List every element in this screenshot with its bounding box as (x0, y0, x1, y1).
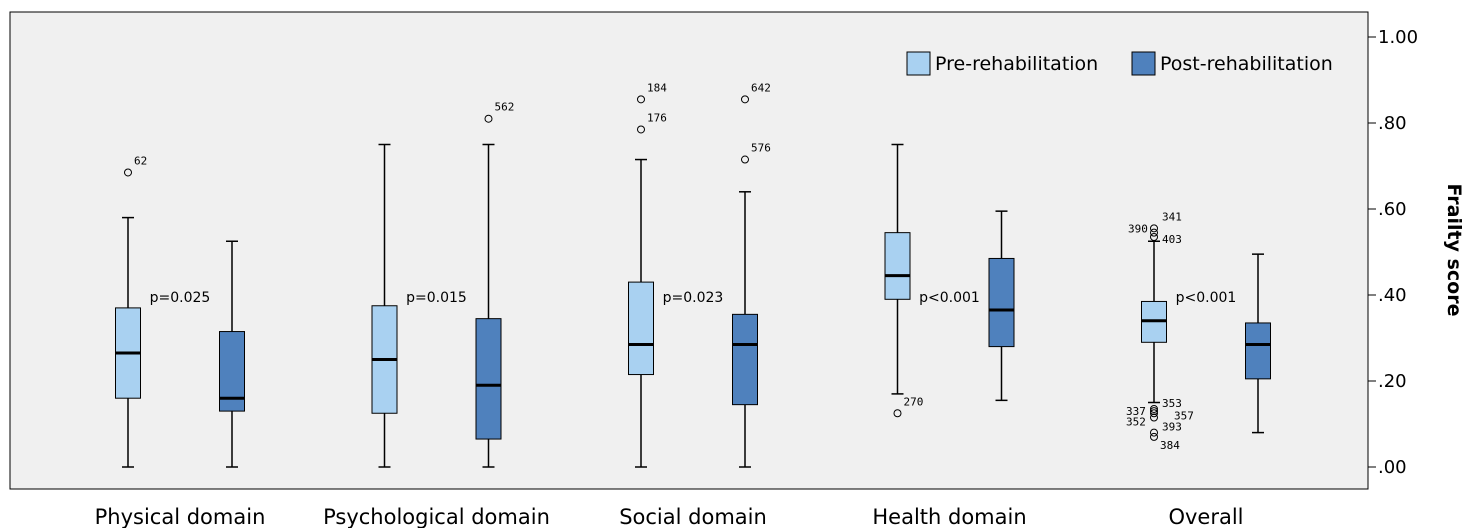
legend-label: Pre-rehabilitation (935, 53, 1098, 75)
outlier-label: 562 (495, 101, 515, 114)
outlier-point (1150, 407, 1158, 416)
outlier-label: 337 (1126, 405, 1146, 418)
outlier-label: 352 (1126, 416, 1146, 429)
y-tick-label: .20 (1378, 371, 1407, 392)
box-post-0 (219, 240, 245, 468)
outlier-point (1150, 224, 1158, 233)
boxes-layer: 62 184 176 270 341 390 403 353 337 357 352 393 384 56… (115, 81, 1271, 468)
outlier-point (1150, 409, 1158, 418)
outlier-label: 384 (1160, 439, 1180, 452)
p-value-annotation: p=0.023 (663, 290, 724, 306)
outlier-point (1150, 428, 1158, 437)
x-category-label: Psychological domain (323, 505, 550, 528)
x-category-label: Social domain (619, 505, 767, 528)
legend: Pre-rehabilitation Post-rehabilitation (906, 51, 1333, 76)
box-iqr (475, 318, 502, 440)
box-pre-0: 62 (115, 154, 147, 468)
outlier-label: 341 (1162, 210, 1182, 223)
box-iqr (988, 257, 1015, 348)
outlier-label: 642 (751, 81, 771, 94)
box-iqr (732, 313, 758, 406)
outlier-point (893, 409, 902, 418)
box-iqr (1245, 322, 1271, 380)
box-pre-1 (371, 143, 398, 468)
outlier-point (637, 95, 645, 104)
outlier-point (741, 95, 749, 104)
outlier-label: 357 (1174, 409, 1194, 422)
outlier-label: 184 (647, 81, 667, 94)
outlier-label: 176 (647, 111, 667, 124)
outlier-label: 403 (1162, 233, 1182, 246)
outlier-label: 393 (1162, 421, 1182, 434)
outlier-point (741, 155, 749, 164)
box-iqr (628, 281, 654, 376)
x-category-label: Physical domain (95, 505, 266, 528)
y-tick-label: .40 (1378, 285, 1407, 306)
outlier-point (1150, 413, 1158, 422)
box-pre-2: 184 176 (628, 81, 667, 468)
x-category-label: Health domain (872, 505, 1026, 528)
outlier-label: 270 (904, 395, 924, 408)
p-value-annotation: p<0.001 (1176, 290, 1237, 306)
box-post-2: 642 576 (732, 81, 771, 468)
y-tick-label: .00 (1378, 457, 1407, 478)
box-post-3 (988, 210, 1015, 402)
p-value-annotation: p<0.001 (919, 290, 980, 306)
outlier-label: 390 (1128, 223, 1148, 236)
y-axis: .00 .20 .40 .60 .80 1.00 (1368, 27, 1418, 478)
outlier-point (484, 114, 493, 123)
outlier-point (124, 168, 132, 177)
plot-area (9, 11, 1369, 490)
outlier-point (1150, 432, 1158, 441)
y-tick-label: .60 (1378, 199, 1407, 220)
p-value-annotation: p=0.025 (150, 290, 211, 306)
legend-label: Post-rehabilitation (1160, 53, 1333, 75)
box-iqr (884, 232, 911, 300)
legend-swatch (1131, 51, 1156, 76)
box-pre-4: 341 390 403 353 337 357 352 393 384 (1126, 210, 1194, 452)
legend-swatch (906, 51, 931, 76)
box-pre-3: 270 (884, 143, 924, 418)
box-post-4 (1245, 253, 1271, 434)
y-tick-label: .80 (1378, 113, 1407, 134)
p-value-annotation: p=0.015 (406, 290, 467, 306)
outlier-point (1150, 404, 1158, 413)
y-tick-label: 1.00 (1378, 27, 1418, 48)
outlier-label: 576 (751, 142, 771, 155)
annotations-layer: p=0.025 p=0.015 p=0.023 p<0.001 p<0.001 (150, 290, 1237, 306)
x-axis: Physical domain Psychological domain Socia… (95, 505, 1244, 528)
outlier-point (1150, 228, 1158, 237)
box-post-1: 562 (475, 101, 515, 468)
outlier-label: 353 (1162, 397, 1182, 410)
outlier-label: 62 (134, 154, 147, 167)
outlier-point (1150, 232, 1158, 241)
y-axis-label: Frailty score (1443, 184, 1465, 317)
outlier-point (637, 125, 645, 134)
x-category-label: Overall (1168, 505, 1243, 528)
